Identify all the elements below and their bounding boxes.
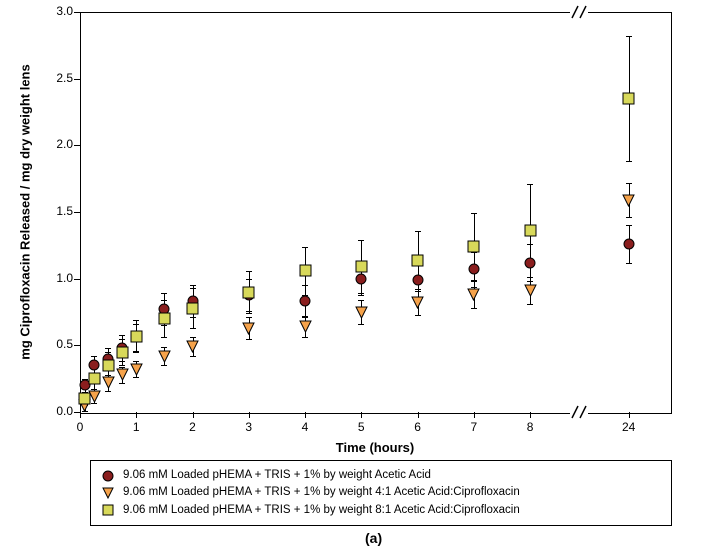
- x-tick-label: 2: [183, 420, 203, 434]
- x-tick-label: 24: [617, 420, 641, 434]
- x-tick-label: 8: [520, 420, 540, 434]
- y-tick-label: 2.0: [35, 137, 73, 151]
- x-axis-label: Time (hours): [80, 440, 670, 455]
- legend-marker-icon: [101, 503, 115, 517]
- y-tick-label: 0.0: [35, 404, 73, 418]
- figure: mg Ciprofloxacin Released / mg dry weigh…: [0, 0, 713, 559]
- x-tick-label: 4: [295, 420, 315, 434]
- legend-item: 9.06 mM Loaded pHEMA + TRIS + 1% by weig…: [101, 467, 661, 484]
- plot-area: [80, 12, 672, 414]
- x-tick-label: 6: [408, 420, 428, 434]
- y-tick-label: 2.5: [35, 71, 73, 85]
- x-tick-label: 3: [239, 420, 259, 434]
- x-tick-label: 0: [70, 420, 90, 434]
- y-tick-label: 1.5: [35, 204, 73, 218]
- legend-label: 9.06 mM Loaded pHEMA + TRIS + 1% by weig…: [123, 502, 520, 519]
- x-tick-label: 7: [464, 420, 484, 434]
- y-tick-label: 0.5: [35, 337, 73, 351]
- legend-label: 9.06 mM Loaded pHEMA + TRIS + 1% by weig…: [123, 484, 520, 501]
- legend-item: 9.06 mM Loaded pHEMA + TRIS + 1% by weig…: [101, 484, 661, 501]
- subcaption: (a): [365, 530, 382, 546]
- x-tick-label: 1: [126, 420, 146, 434]
- legend-marker-icon: [101, 486, 115, 500]
- legend-item: 9.06 mM Loaded pHEMA + TRIS + 1% by weig…: [101, 502, 661, 519]
- x-tick-label: 5: [351, 420, 371, 434]
- legend: 9.06 mM Loaded pHEMA + TRIS + 1% by weig…: [90, 460, 672, 526]
- y-tick-label: 1.0: [35, 271, 73, 285]
- y-tick-label: 3.0: [35, 4, 73, 18]
- legend-label: 9.06 mM Loaded pHEMA + TRIS + 1% by weig…: [123, 467, 431, 484]
- y-axis-label: mg Ciprofloxacin Released / mg dry weigh…: [18, 64, 33, 359]
- legend-marker-icon: [101, 469, 115, 483]
